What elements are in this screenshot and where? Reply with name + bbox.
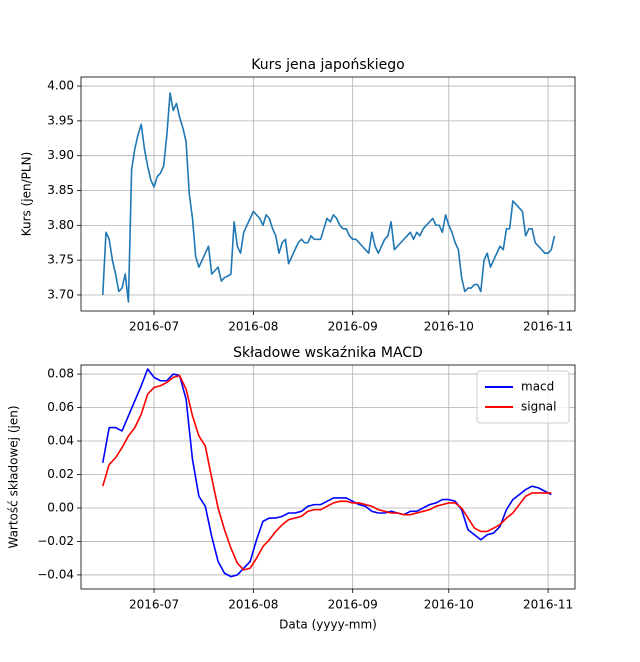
x-tick-label: 2016-07 xyxy=(129,598,179,612)
chart-title: Kurs jena japońskiego xyxy=(251,57,404,73)
series-line xyxy=(101,92,556,303)
x-tick-label: 2016-09 xyxy=(328,320,378,334)
chart-title: Składowe wskaźnika MACD xyxy=(233,345,423,361)
y-tick-label: 3.75 xyxy=(47,253,74,267)
y-axis-label: Kurs (jen/PLN) xyxy=(20,152,34,237)
y-tick-label: 3.95 xyxy=(47,113,74,127)
legend-box xyxy=(476,370,570,424)
x-tick-label: 2016-10 xyxy=(424,320,474,334)
y-axis-label: Wartość składowej (jen) xyxy=(7,405,21,548)
plot-frame xyxy=(80,364,576,590)
x-tick-label: 2016-07 xyxy=(129,320,179,334)
legend-label: macd xyxy=(521,380,554,394)
y-tick-label: 0.00 xyxy=(47,500,74,514)
y-tick-label: 3.85 xyxy=(47,183,74,197)
x-tick-label: 2016-11 xyxy=(523,320,573,334)
series-line xyxy=(102,374,552,571)
y-tick-label: 3.90 xyxy=(47,148,74,162)
x-tick-label: 2016-10 xyxy=(424,598,474,612)
x-tick-label: 2016-11 xyxy=(523,598,573,612)
y-tick-label: −0.02 xyxy=(37,534,74,548)
y-tick-label: 0.02 xyxy=(47,467,74,481)
y-tick-label: −0.04 xyxy=(37,567,74,581)
x-tick-label: 2016-08 xyxy=(228,598,278,612)
y-tick-label: 0.08 xyxy=(47,367,74,381)
x-tick-label: 2016-08 xyxy=(228,320,278,334)
y-tick-label: 3.80 xyxy=(47,218,74,232)
x-tick-label: 2016-09 xyxy=(328,598,378,612)
y-tick-label: 0.04 xyxy=(47,434,74,448)
legend: macd signal xyxy=(476,370,570,424)
y-tick-label: 0.06 xyxy=(47,400,74,414)
legend-label: signal xyxy=(521,400,557,414)
plot-frame xyxy=(80,76,576,312)
x-axis-label: Data (yyyy-mm) xyxy=(279,618,377,632)
y-tick-label: 3.70 xyxy=(47,287,74,301)
y-tick-label: 4.00 xyxy=(47,79,74,93)
series-line xyxy=(101,368,552,578)
